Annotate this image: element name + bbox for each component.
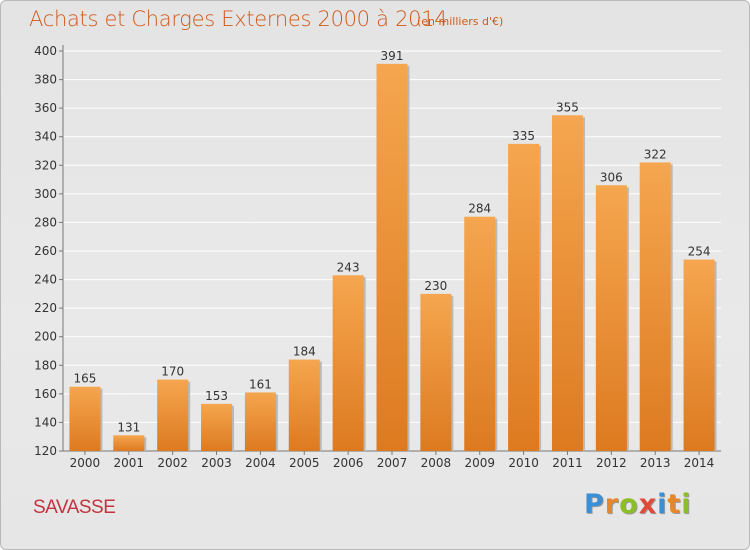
x-tick-label: 2013 — [640, 456, 671, 470]
x-tick-label: 2005 — [289, 456, 320, 470]
y-tick-label: 180 — [34, 358, 57, 372]
data-label: 131 — [117, 420, 140, 434]
y-tick-label: 120 — [34, 444, 57, 458]
x-tick-label: 2003 — [201, 456, 232, 470]
x-tick-label: 2014 — [684, 456, 715, 470]
data-label: 355 — [556, 100, 579, 114]
logo-letter: P — [584, 489, 605, 520]
logo-letter: t — [667, 489, 682, 520]
data-label: 170 — [161, 365, 184, 379]
x-tick-label: 2007 — [377, 456, 408, 470]
y-tick-label: 160 — [34, 387, 57, 401]
logo-letter: o — [619, 489, 639, 520]
x-tick-label: 2010 — [508, 456, 539, 470]
x-tick-label: 2006 — [333, 456, 364, 470]
bar — [332, 275, 364, 451]
logo-letter: i — [657, 489, 668, 520]
data-label: 243 — [337, 260, 360, 274]
data-label: 153 — [205, 389, 228, 403]
data-label: 335 — [512, 129, 535, 143]
bar — [201, 403, 233, 451]
y-tick-label: 380 — [34, 73, 57, 87]
y-tick-label: 320 — [34, 158, 57, 172]
x-tick-label: 2008 — [421, 456, 452, 470]
y-tick-label: 400 — [34, 44, 57, 58]
data-label: 284 — [468, 202, 491, 216]
y-tick-label: 140 — [34, 415, 57, 429]
bar — [595, 185, 627, 452]
bar — [683, 259, 715, 451]
logo-letter: i — [681, 489, 692, 520]
x-tick-label: 2009 — [464, 456, 495, 470]
x-tick-label: 2000 — [70, 456, 101, 470]
bar — [69, 386, 101, 451]
bar — [113, 435, 145, 451]
x-tick-label: 2011 — [552, 456, 583, 470]
commune-name: SAVASSE — [33, 497, 116, 518]
x-tick-label: 2001 — [114, 456, 145, 470]
y-tick-label: 240 — [34, 273, 57, 287]
bar — [244, 392, 276, 451]
data-label: 306 — [600, 170, 623, 184]
proxiti-logo: Proxiti — [584, 489, 692, 520]
y-tick-label: 200 — [34, 330, 57, 344]
data-label: 184 — [293, 345, 316, 359]
data-label: 391 — [381, 49, 404, 63]
data-label: 161 — [249, 377, 272, 391]
bar — [157, 379, 189, 451]
x-tick-label: 2012 — [596, 456, 627, 470]
logo-letter: r — [604, 489, 620, 520]
y-tick-label: 220 — [34, 301, 57, 315]
unit-note: (en milliers d'€) — [417, 15, 504, 28]
logo-letter: x — [638, 489, 658, 520]
x-tick-label: 2002 — [157, 456, 188, 470]
y-tick-label: 300 — [34, 187, 57, 201]
bar — [464, 216, 496, 451]
data-label: 165 — [73, 372, 96, 386]
data-label: 254 — [688, 245, 711, 259]
bar — [420, 293, 452, 451]
chart-title: Achats et Charges Externes 2000 à 2014 — [29, 7, 448, 31]
y-tick-label: 260 — [34, 244, 57, 258]
data-label: 322 — [644, 147, 667, 161]
bar — [288, 359, 320, 451]
y-tick-label: 340 — [34, 130, 57, 144]
x-tick-label: 2004 — [245, 456, 276, 470]
y-tick-label: 360 — [34, 101, 57, 115]
bar — [551, 115, 583, 452]
y-tick-label: 280 — [34, 215, 57, 229]
data-label: 230 — [424, 279, 447, 293]
bar — [376, 63, 408, 451]
bar — [639, 162, 671, 451]
bar — [508, 143, 540, 451]
